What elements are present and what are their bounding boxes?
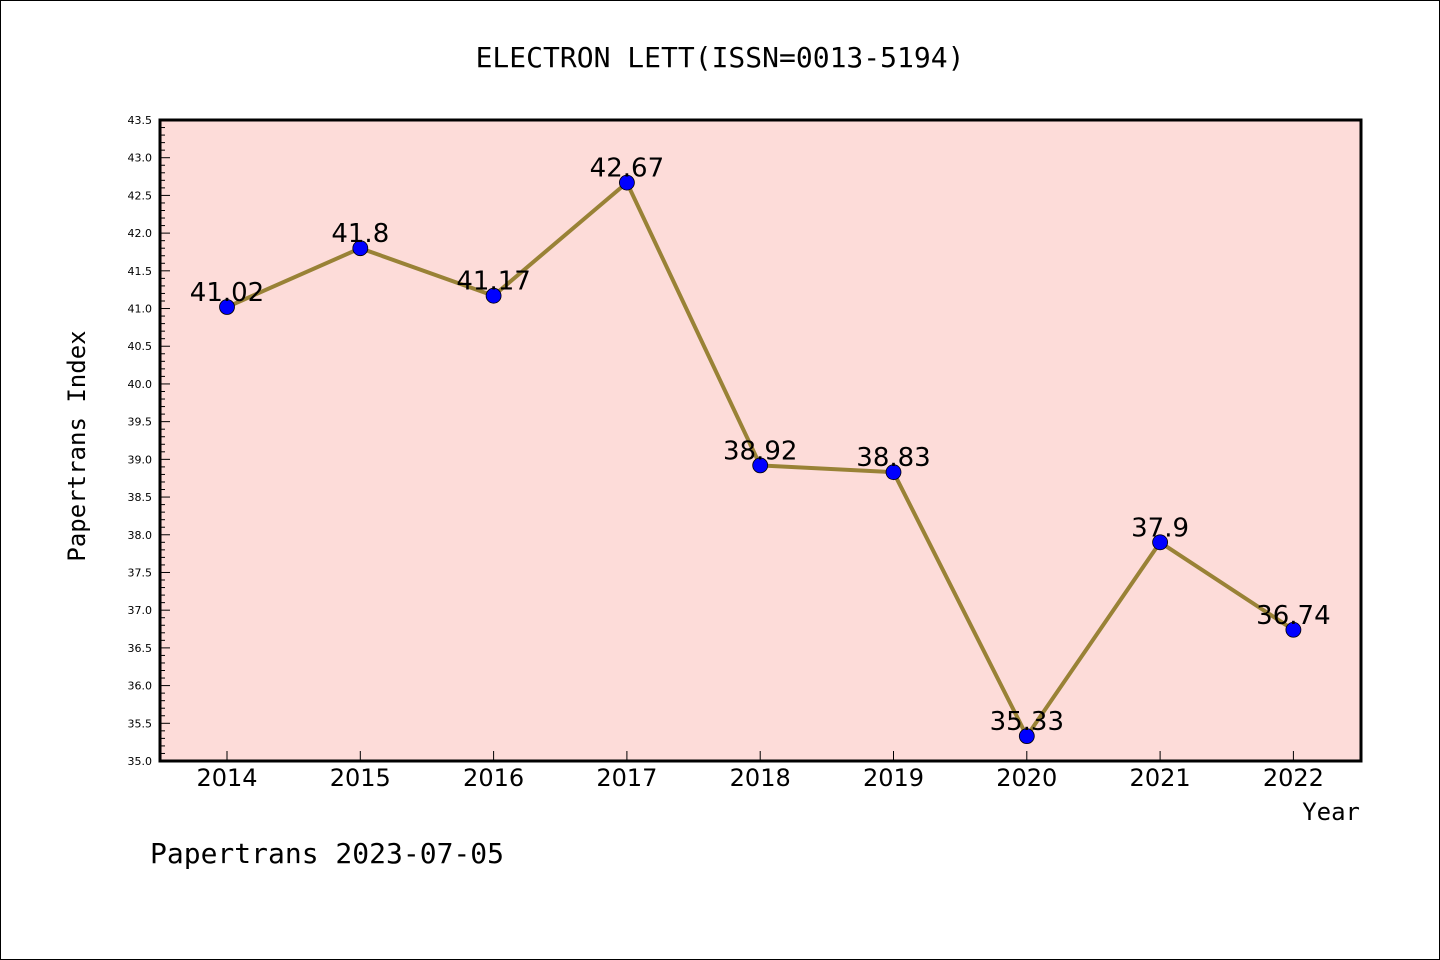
data-label: 37.9 <box>1131 513 1189 543</box>
x-tick-label: 2019 <box>863 764 924 792</box>
data-label: 38.92 <box>723 436 797 466</box>
y-tick-label: 35.5 <box>128 717 153 730</box>
data-label: 42.67 <box>590 154 664 184</box>
data-point <box>485 287 502 304</box>
data-points <box>219 174 1302 745</box>
chart-title: ELECTRON LETT(ISSN=0013-5194) <box>476 41 965 74</box>
y-tick-label: 43.5 <box>128 114 153 127</box>
footer-text: Papertrans 2023-07-05 <box>150 837 504 870</box>
y-tick-label: 39.0 <box>128 453 153 466</box>
data-label: 41.02 <box>190 278 264 308</box>
y-tick-label: 40.5 <box>128 340 153 353</box>
data-label: 36.74 <box>1256 601 1330 631</box>
y-tick-label: 37.5 <box>128 566 153 579</box>
plot-area <box>160 120 1361 761</box>
y-tick-label: 42.0 <box>128 227 153 240</box>
y-tick-label: 39.5 <box>128 416 153 429</box>
x-axis: 2014 2015 2016 2017 2018 2019 2020 2021 2022 <box>196 751 1324 792</box>
data-point <box>352 240 369 257</box>
y-tick-label: 43.0 <box>128 152 153 165</box>
data-label: 41.8 <box>331 219 389 249</box>
x-tick-label: 2021 <box>1130 764 1191 792</box>
x-tick-label: 2018 <box>730 764 791 792</box>
data-label: 41.17 <box>456 267 530 297</box>
data-point <box>1018 728 1035 745</box>
y-tick-label: 41.0 <box>128 303 153 316</box>
y-tick-label: 37.0 <box>128 604 153 617</box>
data-point <box>1285 621 1302 638</box>
x-tick-label: 2020 <box>996 764 1057 792</box>
x-tick-label: 2016 <box>463 764 524 792</box>
y-axis: 35.0 35.5 36.0 36.5 37.0 37.5 38.0 38.5 39.0 39.5… <box>128 114 170 768</box>
y-tick-label: 35.0 <box>128 755 153 768</box>
y-axis-label: Papertrans Index <box>63 330 91 561</box>
y-tick-label: 36.0 <box>128 680 153 693</box>
x-tick-label: 2017 <box>596 764 657 792</box>
data-point <box>752 457 769 474</box>
x-axis-label: Year <box>1302 798 1360 826</box>
data-label: 38.83 <box>856 443 930 473</box>
data-point <box>1152 534 1168 551</box>
data-labels: 41.02 41.8 41.17 42.67 38.92 38.83 35.33 37.9 36… <box>190 154 1331 738</box>
y-tick-label: 41.5 <box>128 265 153 278</box>
y-tick-label: 42.5 <box>128 189 153 202</box>
x-tick-label: 2014 <box>196 764 257 792</box>
y-tick-label: 38.5 <box>128 491 153 504</box>
data-point <box>885 464 902 481</box>
y-tick-label: 40.0 <box>128 378 153 391</box>
plot-border <box>158 118 1363 763</box>
data-label: 35.33 <box>990 707 1064 737</box>
y-tick-label: 36.5 <box>128 642 153 655</box>
x-tick-label: 2015 <box>330 764 391 792</box>
data-point <box>619 174 635 191</box>
data-point <box>219 299 235 315</box>
y-tick-label: 38.0 <box>128 529 153 542</box>
x-tick-label: 2022 <box>1263 764 1324 792</box>
